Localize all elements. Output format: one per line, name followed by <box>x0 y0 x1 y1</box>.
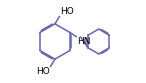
Text: HO: HO <box>36 67 50 76</box>
Text: HN: HN <box>77 38 91 46</box>
Text: HO: HO <box>60 7 74 16</box>
